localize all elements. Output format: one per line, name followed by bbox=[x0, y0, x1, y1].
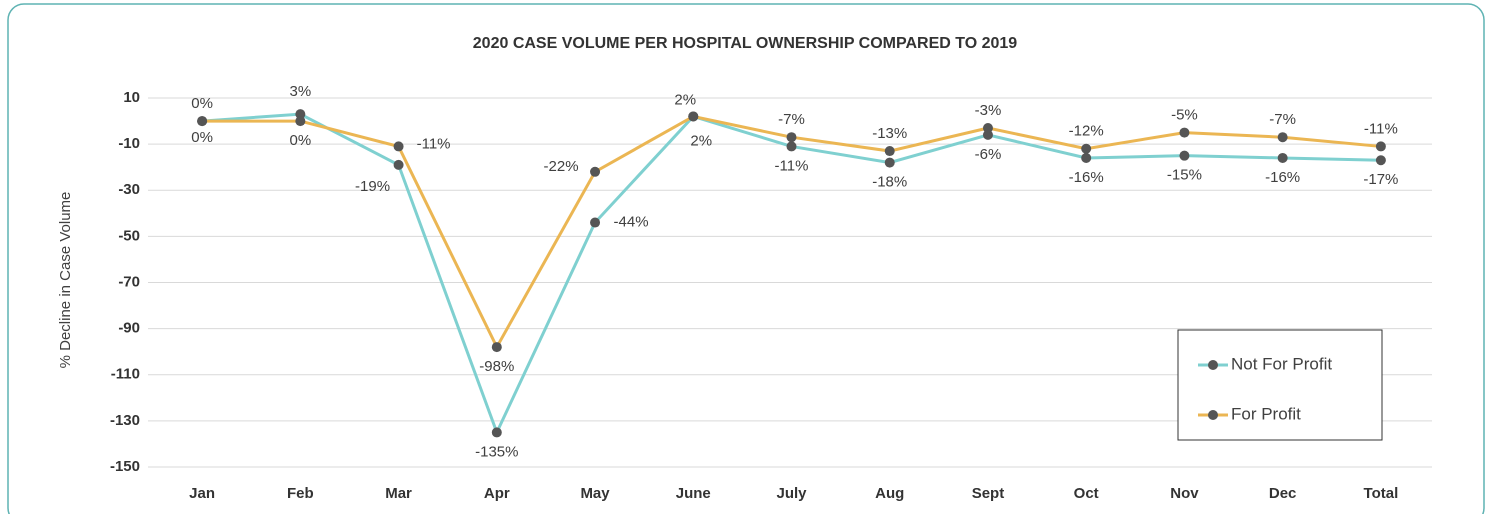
data-point bbox=[197, 116, 208, 127]
data-label: 2% bbox=[674, 91, 696, 108]
chart-title: 2020 CASE VOLUME PER HOSPITAL OWNERSHIP … bbox=[473, 35, 1018, 52]
x-tick-label: Mar bbox=[385, 485, 412, 502]
data-label: -7% bbox=[778, 111, 805, 128]
y-tick-label: -10 bbox=[118, 135, 140, 152]
data-point bbox=[590, 217, 601, 228]
data-point bbox=[688, 111, 699, 122]
data-label: -6% bbox=[975, 146, 1002, 163]
y-tick-label: -50 bbox=[118, 227, 140, 244]
y-axis-label: % Decline in Case Volume bbox=[57, 192, 74, 369]
data-label: -22% bbox=[544, 158, 579, 175]
x-tick-label: May bbox=[580, 485, 610, 502]
y-tick-label: -130 bbox=[110, 412, 140, 429]
data-point bbox=[590, 166, 601, 177]
data-point bbox=[786, 132, 797, 143]
legend-label: For Profit bbox=[1231, 404, 1301, 423]
data-label: 0% bbox=[191, 129, 213, 146]
y-tick-label: 10 bbox=[123, 89, 140, 106]
data-label: -135% bbox=[475, 443, 518, 460]
data-point bbox=[1081, 143, 1092, 154]
x-tick-label: Apr bbox=[484, 485, 510, 502]
data-label: -16% bbox=[1265, 169, 1300, 186]
data-label: -7% bbox=[1269, 111, 1296, 128]
data-label: -3% bbox=[975, 102, 1002, 119]
data-point bbox=[982, 129, 993, 140]
data-point bbox=[295, 109, 306, 120]
data-point bbox=[1081, 152, 1092, 163]
data-point bbox=[491, 342, 502, 353]
data-label: 0% bbox=[290, 132, 312, 149]
y-tick-label: -150 bbox=[110, 458, 140, 475]
data-point bbox=[393, 141, 404, 152]
data-point bbox=[393, 159, 404, 170]
data-point bbox=[1375, 141, 1386, 152]
data-label: -13% bbox=[872, 125, 907, 142]
data-point bbox=[1179, 150, 1190, 161]
x-tick-label: Aug bbox=[875, 485, 904, 502]
x-tick-label: Sept bbox=[972, 485, 1005, 502]
frame bbox=[7, 3, 1485, 514]
x-tick-label: Total bbox=[1364, 485, 1399, 502]
data-point bbox=[1277, 132, 1288, 143]
legend-marker bbox=[1208, 410, 1218, 420]
data-label: -15% bbox=[1167, 167, 1202, 184]
data-label: -11% bbox=[1364, 120, 1398, 137]
data-label: -16% bbox=[1069, 169, 1104, 186]
legend-label: Not For Profit bbox=[1231, 354, 1332, 373]
x-tick-label: July bbox=[776, 485, 807, 502]
data-point bbox=[884, 146, 895, 157]
data-point bbox=[295, 116, 306, 127]
legend-marker bbox=[1208, 360, 1218, 370]
data-point bbox=[786, 141, 797, 152]
data-label: 3% bbox=[290, 83, 312, 100]
data-label: -19% bbox=[355, 178, 390, 195]
data-point bbox=[1375, 155, 1386, 166]
data-point bbox=[491, 427, 502, 438]
data-label: 2% bbox=[690, 132, 712, 149]
data-label: -98% bbox=[479, 358, 514, 375]
data-label: 0% bbox=[191, 95, 213, 112]
x-tick-label: Oct bbox=[1074, 485, 1099, 502]
y-tick-label: -110 bbox=[111, 366, 140, 383]
x-tick-label: June bbox=[676, 485, 711, 502]
data-label: -18% bbox=[872, 174, 907, 191]
data-label: -17% bbox=[1363, 171, 1398, 188]
y-tick-label: -70 bbox=[118, 273, 140, 290]
x-tick-label: Feb bbox=[287, 485, 314, 502]
x-tick-label: Jan bbox=[189, 485, 215, 502]
x-tick-label: Dec bbox=[1269, 485, 1297, 502]
data-point bbox=[982, 122, 993, 133]
y-tick-label: -30 bbox=[118, 181, 140, 198]
legend-box bbox=[1177, 329, 1383, 441]
data-label: -12% bbox=[1069, 123, 1104, 140]
data-point bbox=[1277, 152, 1288, 163]
data-label: -44% bbox=[614, 214, 649, 231]
data-point bbox=[1179, 127, 1190, 138]
y-tick-label: -90 bbox=[118, 320, 140, 337]
x-tick-label: Nov bbox=[1170, 485, 1199, 502]
data-label: -11% bbox=[417, 135, 451, 152]
data-label: -11% bbox=[775, 157, 809, 174]
data-label: -5% bbox=[1171, 107, 1198, 124]
data-point bbox=[884, 157, 895, 168]
